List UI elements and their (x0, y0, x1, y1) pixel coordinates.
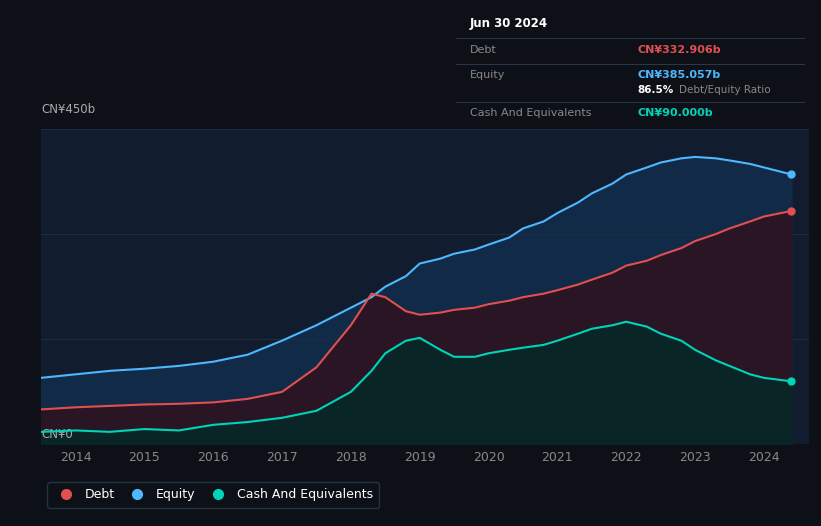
Text: CN¥450b: CN¥450b (41, 103, 95, 116)
Text: Cash And Equivalents: Cash And Equivalents (470, 108, 591, 118)
Text: CN¥385.057b: CN¥385.057b (637, 69, 720, 79)
Text: Jun 30 2024: Jun 30 2024 (470, 17, 548, 31)
Text: Debt/Equity Ratio: Debt/Equity Ratio (679, 85, 771, 95)
Legend: Debt, Equity, Cash And Equivalents: Debt, Equity, Cash And Equivalents (48, 482, 379, 508)
Text: Equity: Equity (470, 69, 505, 79)
Text: CN¥90.000b: CN¥90.000b (637, 108, 713, 118)
Text: CN¥0: CN¥0 (41, 428, 73, 441)
Text: Debt: Debt (470, 45, 497, 55)
Text: CN¥332.906b: CN¥332.906b (637, 45, 721, 55)
Text: 86.5%: 86.5% (637, 85, 673, 95)
